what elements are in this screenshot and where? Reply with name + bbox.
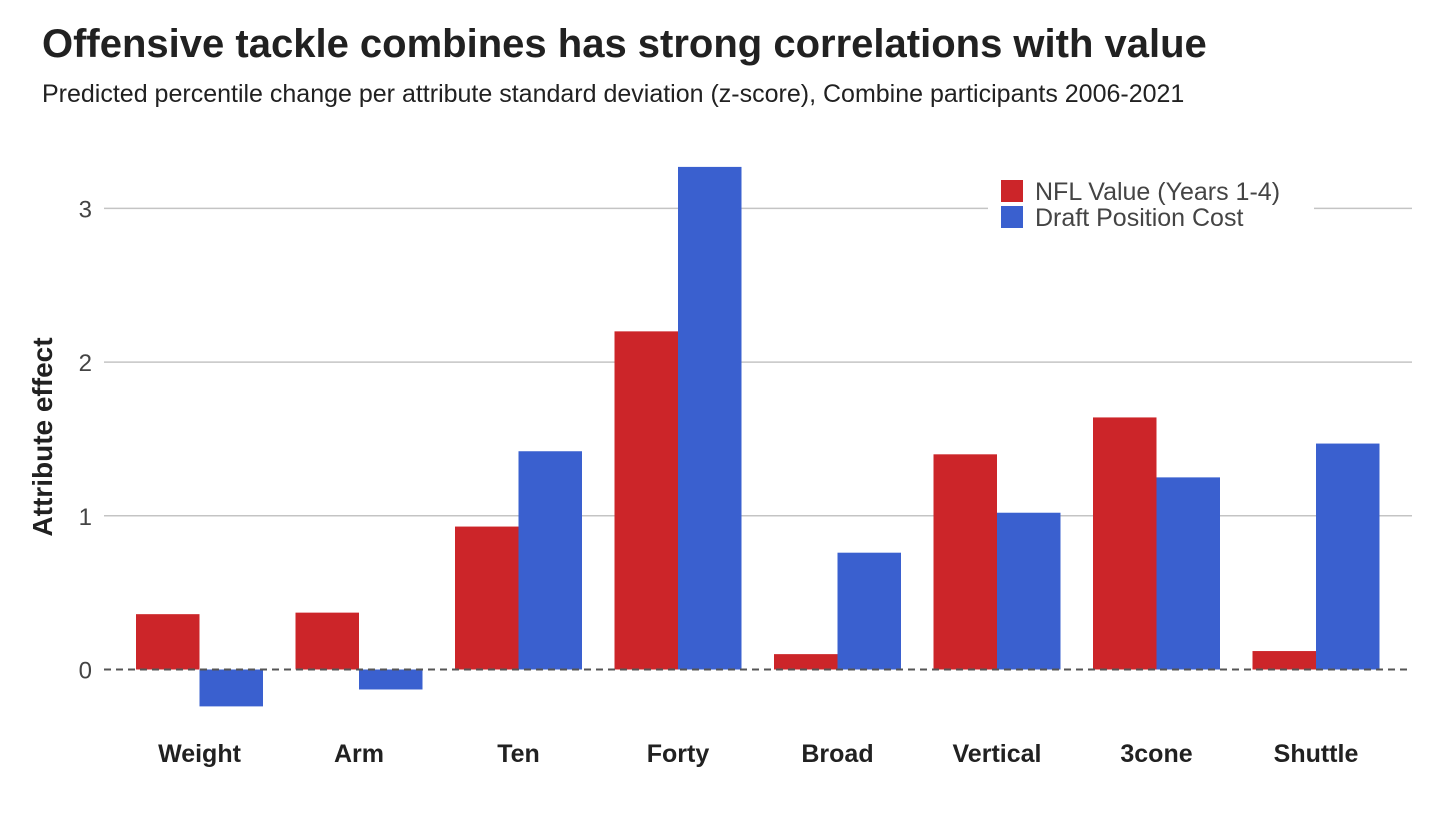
bars bbox=[136, 166, 1380, 707]
bar-shuttle-series-2 bbox=[1316, 443, 1380, 670]
bar-3cone-series-1 bbox=[1093, 417, 1157, 670]
bar-broad-series-1 bbox=[774, 654, 838, 670]
x-category-label: Shuttle bbox=[1274, 740, 1359, 768]
bar-shuttle-series-1 bbox=[1252, 651, 1316, 670]
bar-ten-series-1 bbox=[455, 526, 519, 670]
bar-forty-series-2 bbox=[678, 166, 742, 670]
legend-swatch bbox=[1001, 180, 1023, 202]
legend-label: Draft Position Cost bbox=[1035, 204, 1243, 232]
bar-arm-series-2 bbox=[359, 669, 423, 690]
y-tick-label: 3 bbox=[79, 196, 92, 223]
y-tick-label: 0 bbox=[79, 658, 92, 685]
bar-vertical-series-2 bbox=[997, 512, 1061, 670]
bar-weight-series-2 bbox=[199, 669, 263, 707]
y-axis-title: Attribute effect bbox=[27, 337, 58, 536]
y-tick-label: 2 bbox=[79, 350, 92, 377]
bar-ten-series-2 bbox=[518, 451, 582, 670]
x-axis-labels: Weight Arm Ten Forty Broad Vertical 3cone Shutt… bbox=[158, 740, 1358, 768]
y-axis-ticks: 0 1 2 3 bbox=[79, 196, 92, 684]
bar-weight-series-1 bbox=[136, 614, 200, 670]
x-category-label: Broad bbox=[801, 740, 873, 768]
bar-arm-series-1 bbox=[295, 612, 359, 670]
legend-swatch bbox=[1001, 206, 1023, 228]
y-tick-label: 1 bbox=[79, 504, 92, 531]
bar-vertical-series-1 bbox=[933, 454, 997, 670]
legend-background bbox=[988, 172, 1314, 236]
chart-subtitle: Predicted percentile change per attribut… bbox=[42, 80, 1185, 108]
bar-forty-series-1 bbox=[614, 331, 678, 670]
chart-title: Offensive tackle combines has strong cor… bbox=[42, 22, 1207, 66]
x-category-label: Forty bbox=[647, 740, 710, 768]
x-category-label: Ten bbox=[497, 740, 540, 768]
x-category-label: Weight bbox=[158, 740, 242, 768]
x-category-label: Vertical bbox=[953, 740, 1042, 768]
legend: NFL Value (Years 1-4)Draft Position Cost bbox=[988, 172, 1314, 236]
bar-3cone-series-2 bbox=[1156, 477, 1220, 670]
x-category-label: Arm bbox=[334, 740, 384, 768]
legend-label: NFL Value (Years 1-4) bbox=[1035, 178, 1280, 206]
x-category-label: 3cone bbox=[1120, 740, 1192, 768]
bar-broad-series-2 bbox=[837, 552, 901, 670]
gridlines bbox=[104, 207, 1412, 517]
